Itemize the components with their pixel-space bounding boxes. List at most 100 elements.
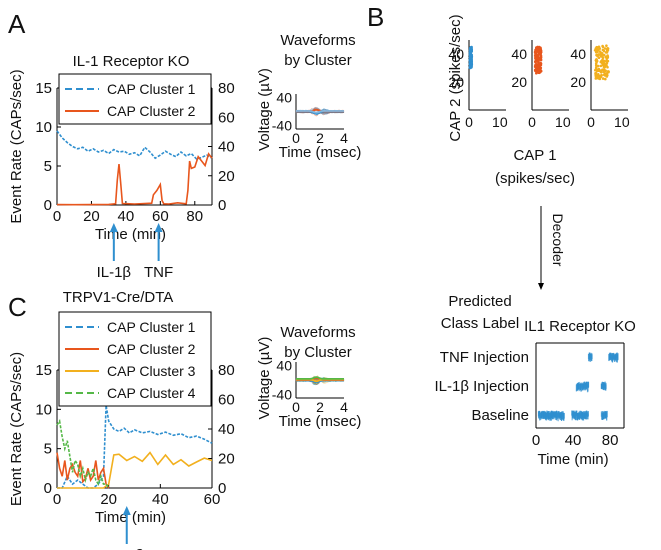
- scatter-point: [601, 45, 605, 49]
- legend-label: CAP Cluster 1: [107, 81, 196, 97]
- series-line-2: [56, 152, 213, 206]
- scatter-point: [601, 77, 605, 80]
- predicted-label-title: Class Label: [441, 315, 519, 332]
- waveform-y-tick-label: 40: [276, 90, 292, 106]
- annotation-arrowhead: [154, 223, 163, 232]
- y-tick-label-right: 60: [218, 392, 235, 409]
- x-axis-label: Time (min): [95, 509, 166, 526]
- waveform-y-tick-label: -40: [272, 386, 292, 402]
- decoder-label: Decoder: [550, 214, 566, 267]
- y-tick-label-left: 5: [44, 158, 52, 175]
- scatter-point: [594, 71, 598, 75]
- waveform-x-tick-label: 0: [292, 399, 300, 415]
- scatter-y-tick-label: 40: [448, 46, 464, 62]
- panel-label-b: B: [367, 2, 384, 32]
- scatter-point: [537, 68, 541, 71]
- x-tick-label: 60: [152, 208, 169, 225]
- annotation-arrowhead: [122, 506, 131, 515]
- raster-title: IL1 Receptor KO: [524, 318, 636, 335]
- scatter-y-label: CAP 2 (spikes/sec): [447, 14, 464, 141]
- y-tick-label-right: 60: [218, 109, 235, 126]
- raster-row-label: IL-1β Injection: [434, 378, 529, 395]
- scatter-point: [535, 53, 538, 57]
- scatter-x-label-unit: (spikes/sec): [495, 170, 575, 187]
- waveform-title: Waveforms: [280, 324, 355, 341]
- raster-mark: [587, 382, 590, 388]
- scatter-point: [600, 54, 603, 58]
- scatter-point: [599, 64, 603, 68]
- raster-row-label: TNF Injection: [440, 349, 529, 366]
- raster-mark: [587, 413, 589, 420]
- annotation-label: TNF: [144, 264, 173, 281]
- scatter-y-tick-label: 40: [570, 46, 586, 62]
- waveform-x-tick-label: 0: [292, 130, 300, 146]
- chart-title: TRPV1-Cre/DTA: [63, 289, 174, 306]
- scatter-point: [601, 48, 605, 52]
- raster-mark: [616, 354, 618, 363]
- annotation-arrowhead: [109, 223, 118, 232]
- scatter-point: [537, 59, 540, 63]
- raster-mark: [601, 381, 604, 387]
- annotation-label: IL-1β: [97, 264, 132, 281]
- scatter-point: [601, 62, 604, 65]
- legend-label: CAP Cluster 1: [107, 319, 196, 335]
- scatter-point: [604, 55, 608, 59]
- x-tick-label: 40: [118, 208, 135, 225]
- scatter-x-tick-label: 0: [465, 114, 473, 130]
- y-axis-label: Event Rate (CAPs/sec): [8, 352, 25, 506]
- y-tick-label-left: 10: [35, 401, 52, 418]
- waveform-x-label: Time (msec): [279, 413, 362, 430]
- scatter-point: [597, 45, 600, 49]
- legend-label: CAP Cluster 2: [107, 341, 196, 357]
- scatter-point: [535, 71, 538, 75]
- scatter-point: [596, 50, 599, 54]
- waveform-title: Waveforms: [280, 32, 355, 49]
- scatter-point: [602, 73, 606, 76]
- legend-label: CAP Cluster 2: [107, 103, 196, 119]
- scatter-y-tick-label: 40: [511, 46, 527, 62]
- scatter-x-tick-label: 10: [492, 114, 508, 130]
- scatter-point: [596, 64, 600, 68]
- legend-box: [58, 311, 212, 407]
- scatter-point: [469, 54, 473, 58]
- scatter-point: [606, 47, 609, 50]
- scatter-x-tick-label: 0: [528, 114, 536, 130]
- scatter-point: [538, 52, 542, 55]
- scatter-point: [602, 70, 606, 74]
- scatter-y-tick-label: 20: [511, 74, 527, 90]
- scatter-point: [535, 56, 539, 59]
- scatter-point: [536, 47, 539, 51]
- scatter-x-tick-label: 0: [587, 114, 595, 130]
- scatter-point: [597, 56, 601, 60]
- scatter-point: [606, 49, 610, 52]
- legend-box: [58, 73, 212, 125]
- waveform-y-tick-label: 40: [276, 358, 292, 374]
- waveform-mean: [296, 110, 344, 114]
- x-tick-label: 60: [204, 491, 221, 508]
- x-tick-label: 20: [83, 208, 100, 225]
- scatter-point: [594, 62, 598, 65]
- y-tick-label-right: 0: [218, 197, 226, 214]
- y-tick-label-left: 0: [44, 197, 52, 214]
- y-tick-label-left: 15: [35, 362, 52, 379]
- raster-mark: [602, 413, 604, 420]
- waveform-title: by Cluster: [284, 52, 352, 69]
- scatter-point: [469, 51, 473, 54]
- scatter-point: [534, 67, 538, 71]
- series-line-1: [56, 130, 213, 160]
- scatter-y-tick-label: 20: [570, 74, 586, 90]
- scatter-point: [470, 48, 474, 52]
- scatter-point: [538, 48, 541, 51]
- scatter-point: [594, 47, 598, 50]
- waveform-x-tick-label: 2: [316, 130, 324, 146]
- raster-x-label: Time (min): [537, 451, 608, 468]
- raster-mark: [589, 354, 592, 362]
- panel-label-c: C: [8, 292, 27, 322]
- waveform-y-tick-label: -40: [272, 118, 292, 134]
- y-tick-label-right: 0: [218, 480, 226, 497]
- raster-mark: [563, 412, 565, 419]
- scatter-point: [539, 54, 543, 57]
- scatter-point: [470, 61, 473, 65]
- y-tick-label-right: 20: [218, 451, 235, 468]
